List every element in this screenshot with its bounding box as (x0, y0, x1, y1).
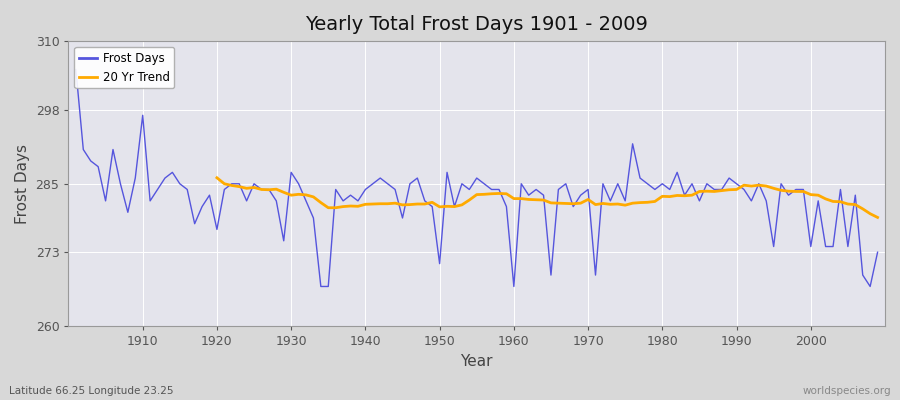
Legend: Frost Days, 20 Yr Trend: Frost Days, 20 Yr Trend (75, 47, 175, 88)
Text: Latitude 66.25 Longitude 23.25: Latitude 66.25 Longitude 23.25 (9, 386, 174, 396)
Text: worldspecies.org: worldspecies.org (803, 386, 891, 396)
X-axis label: Year: Year (461, 354, 493, 369)
Y-axis label: Frost Days: Frost Days (15, 144, 30, 224)
Title: Yearly Total Frost Days 1901 - 2009: Yearly Total Frost Days 1901 - 2009 (305, 15, 648, 34)
